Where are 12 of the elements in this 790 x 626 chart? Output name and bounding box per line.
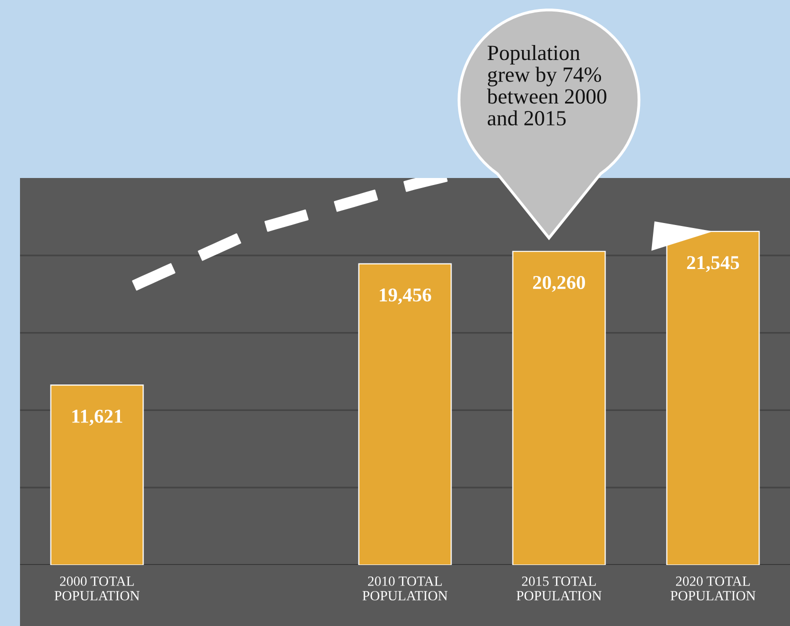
x-tick-label: 2015 TOTAL POPULATION [516,576,602,600]
x-tick-label: 2020 TOTAL POPULATION [670,576,756,600]
data-label: 19,456 [380,288,432,304]
bar [50,384,144,565]
x-tick-label: 2000 TOTAL POPULATION [54,576,140,600]
data-label: 20,260 [533,276,585,292]
bar [512,250,606,565]
x-tick-label: 2010 TOTAL POPULATION [362,576,448,600]
bar [358,263,452,565]
data-label: 11,621 [72,410,122,426]
text: Population grew by 74% between 2000 and 2015 [487,45,606,126]
data-label: 21,545 [687,256,740,272]
